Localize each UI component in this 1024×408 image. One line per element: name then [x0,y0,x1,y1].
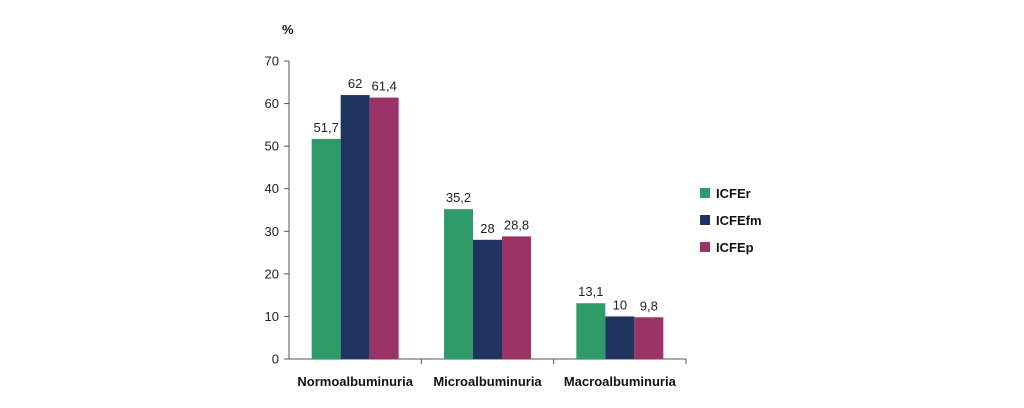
x-axis-ticks [420,359,687,364]
y-axis-ticks: 0 10 20 30 40 50 60 70 [265,54,289,367]
category-label: Macroalbuminuria [564,374,677,389]
legend-label: ICFEp [716,240,754,255]
bar-icfefm-macroalbuminuria [605,316,635,359]
y-tick-label: 60 [265,96,279,111]
bar-icfefm-normoalbuminuria [340,95,370,360]
value-labels-group: 51,7 62 61,4 35,2 28 28,8 13,1 10 9,8 [314,76,658,313]
data-label: 10 [613,297,627,312]
y-tick-label: 50 [265,139,279,154]
data-label: 62 [348,76,362,91]
data-label: 35,2 [446,190,471,205]
legend: ICFEr ICFEfm ICFEp [700,186,762,255]
bar-icfep-microalbuminuria [502,236,531,359]
y-tick-label: 20 [265,266,279,281]
legend-label: ICFEfm [716,213,762,228]
legend-swatch-icfefm [700,215,710,225]
legend-label: ICFEr [716,186,751,201]
legend-swatch-icfep [700,242,710,252]
bar-icfer-microalbuminuria [444,209,473,359]
bar-icfep-normoalbuminuria [369,97,399,360]
y-tick-label: 0 [272,352,279,367]
bar-icfefm-microalbuminuria [473,239,502,359]
data-label: 51,7 [314,120,339,135]
y-axis-unit-label: % [282,22,294,37]
y-tick-label: 10 [265,309,279,324]
category-label: Microalbuminuria [433,374,542,389]
data-label: 61,4 [372,79,397,94]
data-label: 28 [480,221,494,236]
legend-swatch-icfer [700,188,710,198]
bar-icfep-macroalbuminuria [634,317,664,359]
y-tick-label: 70 [265,54,279,69]
bar-icfer-normoalbuminuria [311,138,341,359]
bar-icfer-macroalbuminuria [576,303,606,359]
category-label: Normoalbuminuria [297,374,413,389]
bars-group [311,95,664,360]
category-labels-group: Normoalbuminuria Microalbuminuria Macroalb… [297,374,676,389]
data-label: 9,8 [640,298,658,313]
data-label: 28,8 [504,217,529,232]
y-tick-label: 40 [265,181,279,196]
y-tick-label: 30 [265,224,279,239]
data-label: 13,1 [578,284,603,299]
